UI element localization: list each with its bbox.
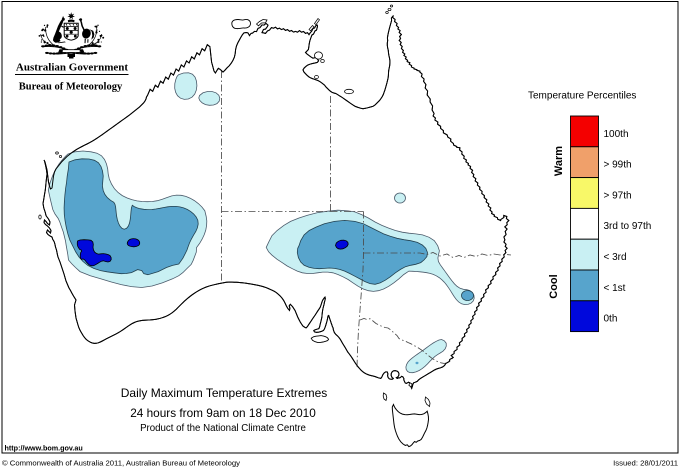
svg-text:Temperature Percentiles: Temperature Percentiles [528,91,636,102]
svg-text:0th: 0th [604,314,618,325]
svg-text:© Commonwealth of Australia 20: © Commonwealth of Australia 2011, Austra… [2,459,240,468]
svg-text:< 3rd: < 3rd [604,252,627,263]
svg-text:Product of the National Climat: Product of the National Climate Centre [140,423,306,434]
svg-text:< 1st: < 1st [604,283,626,294]
svg-text:100th: 100th [604,129,629,140]
svg-text:Cool: Cool [548,274,560,298]
svg-text:Issued: 28/01/2011: Issued: 28/01/2011 [613,459,678,468]
svg-text:24 hours from 9am on 18 Dec 20: 24 hours from 9am on 18 Dec 2010 [130,406,316,420]
svg-text:Warm: Warm [553,146,565,176]
svg-text:> 99th: > 99th [604,160,632,171]
svg-text:http://www.bom.gov.au: http://www.bom.gov.au [5,444,83,453]
svg-text:Bureau of Meteorology: Bureau of Meteorology [19,82,123,93]
svg-text:Australian Government: Australian Government [16,62,128,74]
svg-text:Daily Maximum Temperature Extr: Daily Maximum Temperature Extremes [121,386,328,400]
svg-text:3rd to 97th: 3rd to 97th [604,221,652,232]
svg-text:> 97th: > 97th [604,190,632,201]
